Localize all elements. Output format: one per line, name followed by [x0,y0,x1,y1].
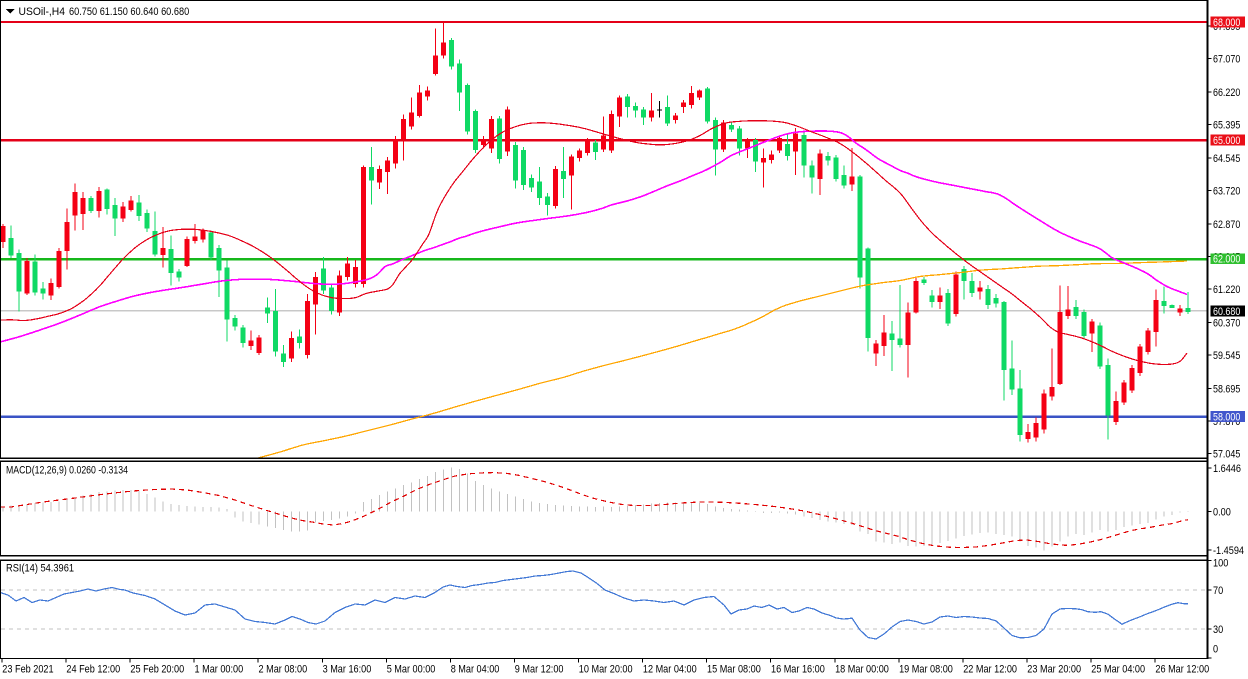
svg-text:9 Mar 12:00: 9 Mar 12:00 [515,663,564,675]
svg-text:66.220: 66.220 [1213,87,1240,99]
svg-text:USOil-,H4: USOil-,H4 [19,6,66,18]
svg-text:0: 0 [1213,644,1218,656]
svg-text:62.000: 62.000 [1213,254,1240,266]
svg-text:3 Mar 16:00: 3 Mar 16:00 [323,663,372,675]
svg-text:23 Mar 20:00: 23 Mar 20:00 [1027,663,1081,675]
svg-text:25 Feb 20:00: 25 Feb 20:00 [130,663,184,675]
svg-text:12 Mar 04:00: 12 Mar 04:00 [643,663,697,675]
svg-text:23 Feb 2021: 23 Feb 2021 [2,663,53,675]
svg-text:61.220: 61.220 [1213,284,1240,296]
svg-text:68.000: 68.000 [1213,17,1240,29]
svg-text:60.370: 60.370 [1213,318,1240,330]
svg-text:62.870: 62.870 [1213,219,1240,231]
svg-text:19 Mar 08:00: 19 Mar 08:00 [899,663,953,675]
svg-text:25 Mar 04:00: 25 Mar 04:00 [1091,663,1145,675]
svg-text:64.545: 64.545 [1213,153,1240,165]
svg-text:5 Mar 00:00: 5 Mar 00:00 [387,663,436,675]
svg-text:15 Mar 08:00: 15 Mar 08:00 [707,663,761,675]
svg-text:0.00: 0.00 [1213,507,1231,519]
svg-text:65.395: 65.395 [1213,120,1240,132]
svg-text:60.680: 60.680 [1213,306,1240,318]
svg-text:58.000: 58.000 [1213,411,1240,423]
svg-text:100: 100 [1213,558,1228,570]
svg-text:RSI(14) 54.3961: RSI(14) 54.3961 [6,563,74,575]
svg-text:22 Mar 12:00: 22 Mar 12:00 [963,663,1017,675]
svg-text:24 Feb 12:00: 24 Feb 12:00 [66,663,120,675]
svg-text:59.545: 59.545 [1213,350,1240,362]
svg-text:1.6446: 1.6446 [1213,463,1241,475]
svg-text:58.695: 58.695 [1213,384,1240,396]
svg-text:16 Mar 16:00: 16 Mar 16:00 [771,663,825,675]
svg-text:1 Mar 00:00: 1 Mar 00:00 [195,663,244,675]
svg-text:65.000: 65.000 [1213,135,1240,147]
svg-text:2 Mar 08:00: 2 Mar 08:00 [259,663,308,675]
svg-text:60.750 61.150 60.640 60.680: 60.750 61.150 60.640 60.680 [69,6,189,18]
svg-text:26 Mar 12:00: 26 Mar 12:00 [1155,663,1209,675]
svg-text:10 Mar 20:00: 10 Mar 20:00 [579,663,633,675]
svg-text:8 Mar 04:00: 8 Mar 04:00 [451,663,500,675]
svg-text:30: 30 [1213,624,1223,636]
svg-text:57.045: 57.045 [1213,449,1240,461]
svg-text:70: 70 [1213,585,1223,597]
svg-text:67.070: 67.070 [1213,54,1240,66]
svg-text:-1.4594: -1.4594 [1213,545,1244,557]
svg-text:MACD(12,26,9) 0.0260 -0.3134: MACD(12,26,9) 0.0260 -0.3134 [6,465,128,477]
svg-text:18 Mar 00:00: 18 Mar 00:00 [835,663,889,675]
svg-text:63.720: 63.720 [1213,186,1240,198]
